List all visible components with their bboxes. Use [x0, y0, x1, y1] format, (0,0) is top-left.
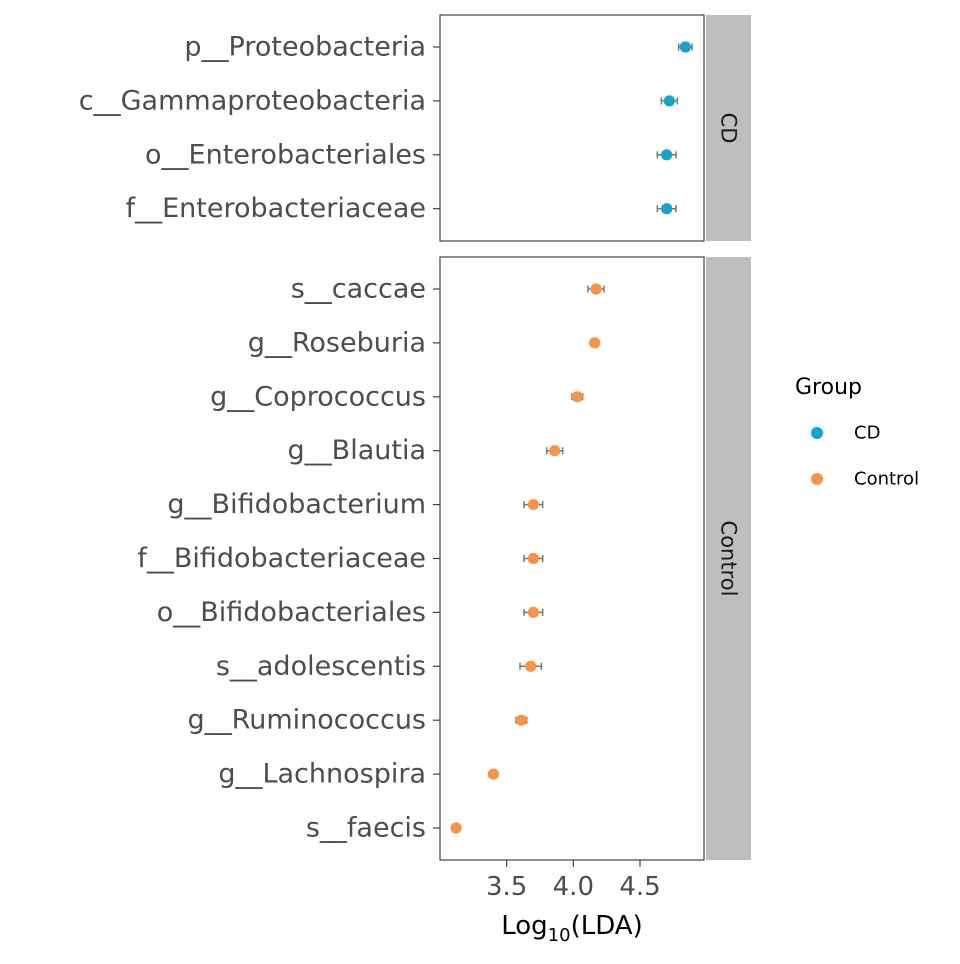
facet-strip-control — [706, 257, 751, 860]
data-point — [527, 499, 539, 511]
legend-label: Control — [854, 469, 919, 490]
y-tick-label: s__faecis — [306, 813, 426, 844]
data-point — [515, 714, 527, 726]
y-tick-label: g__Coprococcus — [210, 381, 426, 412]
y-tick-label: c__Gammaproteobacteria — [79, 85, 426, 116]
data-point — [590, 283, 602, 295]
facet-strip-label: CD — [717, 113, 741, 144]
data-point — [663, 95, 675, 107]
x-tick-label: 3.5 — [486, 872, 527, 902]
x-axis-title-subscript: 10 — [548, 925, 571, 946]
y-tick-label: o__Enterobacteriales — [145, 139, 426, 170]
data-point — [549, 445, 561, 457]
data-point — [661, 149, 673, 161]
legend-key-control — [811, 473, 823, 485]
panel-cd — [439, 14, 705, 242]
y-tick-label: p__Proteobacteria — [184, 32, 426, 63]
y-tick-label: s__caccae — [291, 274, 426, 305]
data-point — [487, 768, 499, 780]
y-tick-label: g__Blautia — [288, 435, 426, 466]
legend-label: CD — [854, 423, 880, 444]
x-axis-title-tail: (LDA) — [571, 911, 643, 941]
data-point — [571, 391, 583, 403]
y-tick-label: f__Enterobacteriaceae — [126, 193, 426, 224]
data-point — [450, 822, 462, 834]
facet-strip-label: Control — [717, 521, 741, 597]
x-axis-title-main: Log — [501, 911, 547, 941]
legend-title: Group — [795, 375, 862, 400]
y-tick-label: f__Bifidobacteriaceae — [137, 543, 426, 574]
y-tick-label: g__Bifidobacterium — [167, 489, 426, 520]
data-point — [525, 660, 537, 672]
legend-key-cd — [811, 427, 823, 439]
x-tick-label: 4.0 — [553, 872, 594, 902]
data-point — [661, 203, 673, 215]
y-tick-label: g__Roseburia — [248, 327, 426, 358]
data-point — [589, 337, 601, 349]
panel-control — [439, 256, 705, 861]
data-point — [527, 606, 539, 619]
x-axis-title: Log10(LDA) — [501, 911, 642, 946]
y-tick-label: o__Bifidobacteriales — [157, 597, 426, 628]
facet-strip-cd — [706, 15, 751, 241]
data-point — [679, 41, 691, 53]
x-tick-label: 4.5 — [619, 872, 660, 902]
y-tick-label: g__Lachnospira — [218, 759, 426, 790]
y-tick-label: g__Ruminococcus — [188, 705, 426, 736]
data-point — [527, 552, 539, 565]
y-tick-label: s__adolescentis — [216, 651, 426, 682]
